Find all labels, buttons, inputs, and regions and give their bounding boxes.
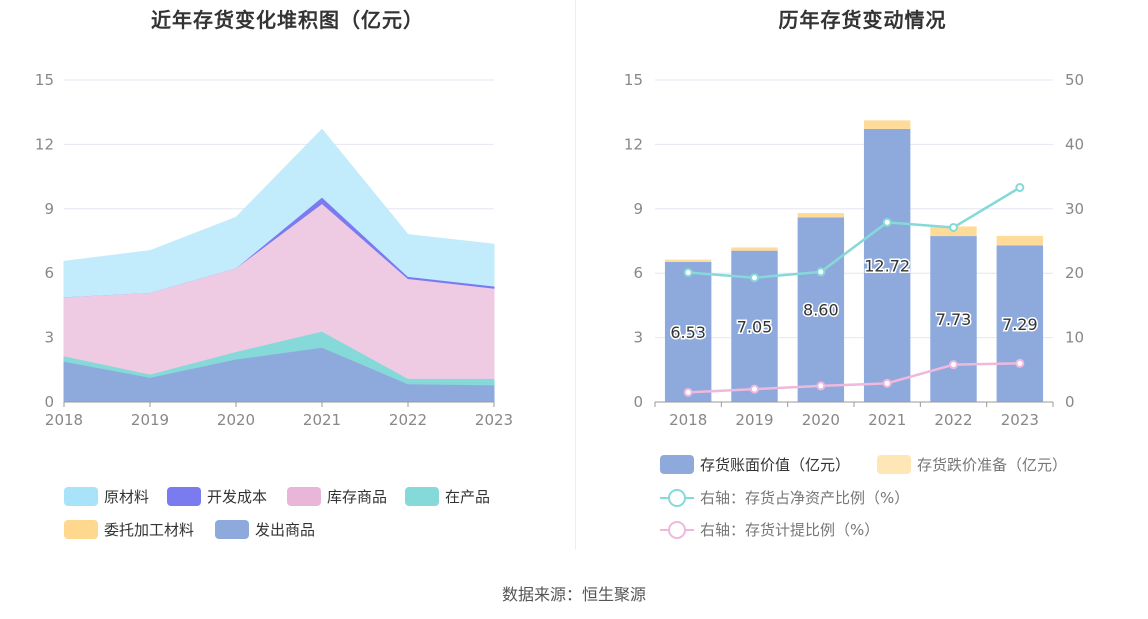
legend-item-开发成本: 开发成本 xyxy=(167,487,267,506)
y-right-tick-label: 0 xyxy=(1065,393,1075,411)
legend-label: 右轴：存货计提比例（%） xyxy=(700,521,879,539)
line-右轴：存货占净资产比例（%） xyxy=(688,186,1021,279)
legend-swatch xyxy=(877,455,911,474)
y-right-tick-label: 30 xyxy=(1065,200,1084,218)
x-tick-label: 2021 xyxy=(868,411,906,429)
legend-label: 存货跌价准备（亿元） xyxy=(917,456,1067,474)
line-point-2022 xyxy=(949,222,958,232)
bar-存货跌价准备（亿元）-2019 xyxy=(731,247,778,251)
line-point-2022 xyxy=(949,360,958,370)
legend-label: 原材料 xyxy=(104,488,149,506)
x-tick-label: 2022 xyxy=(934,411,972,429)
bar-存货账面价值（亿元）-2023 xyxy=(996,245,1044,402)
bar-value-label: 7.73 xyxy=(936,310,972,329)
legend-swatch xyxy=(64,487,98,506)
x-tick-label: 2023 xyxy=(475,411,513,429)
legend-swatch xyxy=(215,520,249,539)
line-point-2018 xyxy=(683,387,693,397)
legend-label: 右轴：存货占净资产比例（%） xyxy=(700,489,909,507)
legend-swatch xyxy=(167,487,201,506)
bar-存货跌价准备（亿元）-2018 xyxy=(664,259,712,262)
legend-item-存货跌价准备（亿元）: 存货跌价准备（亿元） xyxy=(877,455,1067,474)
x-tick-label: 2021 xyxy=(303,411,341,429)
bar-存货跌价准备（亿元）-2020 xyxy=(797,213,845,218)
line-point-2019 xyxy=(750,273,759,283)
legend-label: 在产品 xyxy=(445,488,490,506)
line-point-2021 xyxy=(882,217,892,227)
legend-swatch xyxy=(64,520,98,539)
y-tick-label: 15 xyxy=(35,71,54,89)
x-tick-label: 2019 xyxy=(735,411,773,429)
x-tick-label: 2022 xyxy=(389,411,427,429)
line-point-2020 xyxy=(816,267,826,277)
y-left-tick-label: 6 xyxy=(633,264,643,282)
y-right-tick-label: 50 xyxy=(1065,71,1084,89)
x-tick-label: 2020 xyxy=(217,411,255,429)
line-point-2023 xyxy=(1015,358,1025,368)
legend-label: 发出商品 xyxy=(255,521,315,539)
bar-value-label: 7.05 xyxy=(737,317,773,336)
legend-item-存货账面价值（亿元）: 存货账面价值（亿元） xyxy=(660,455,850,474)
panel-divider xyxy=(575,0,576,550)
y-tick-label: 9 xyxy=(44,200,54,218)
legend-item-委托加工材料: 委托加工材料 xyxy=(64,520,194,539)
y-left-tick-label: 15 xyxy=(624,71,643,89)
legend-swatch xyxy=(405,487,439,506)
stacked-area-chart: 0 3 6 9 12 15 2018 2019 2020 2021 2022 2023 原材料 开发成本 库… xyxy=(35,71,513,539)
line-point-2023 xyxy=(1015,183,1025,193)
legend-item-右轴：存货占净资产比例（%）: 右轴：存货占净资产比例（%） xyxy=(660,489,909,507)
y-right-tick-label: 10 xyxy=(1065,329,1084,347)
legend-label: 开发成本 xyxy=(207,488,267,506)
line-右轴：存货计提比例（%） xyxy=(688,362,1020,394)
bar-存货跌价准备（亿元）-2023 xyxy=(996,235,1044,246)
bar-value-label: 6.53 xyxy=(670,323,706,342)
legend-label: 库存商品 xyxy=(327,488,387,506)
bar-存货账面价值（亿元）-2018 xyxy=(664,261,712,402)
x-tick-label: 2023 xyxy=(1001,411,1039,429)
legend-label: 存货账面价值（亿元） xyxy=(700,456,850,474)
legend-item-在产品: 在产品 xyxy=(405,487,490,506)
bar-存货账面价值（亿元）-2020 xyxy=(797,217,845,402)
y-right-tick-label: 20 xyxy=(1065,264,1084,282)
line-point-2021 xyxy=(882,378,892,388)
x-tick-label: 2020 xyxy=(802,411,840,429)
right-chart-title: 历年存货变动情况 xyxy=(778,8,947,32)
legend-swatch-marker xyxy=(668,489,686,507)
bar-value-label: 12.72 xyxy=(864,256,910,275)
y-tick-label: 0 xyxy=(44,393,54,411)
x-tick-label: 2018 xyxy=(669,411,707,429)
bar-存货账面价值（亿元）-2022 xyxy=(930,236,977,402)
legend-label: 委托加工材料 xyxy=(104,521,194,539)
area-series-原材料 xyxy=(63,128,495,298)
left-chart-panel: 近年存货变化堆积图（亿元） 0 3 6 9 12 15 2018 2019 2020 2021 20… xyxy=(0,0,575,560)
y-left-tick-label: 0 xyxy=(633,393,643,411)
y-right-tick-label: 40 xyxy=(1065,135,1084,153)
line-point-2019 xyxy=(750,384,759,394)
y-tick-label: 12 xyxy=(35,135,54,153)
legend-item-发出商品: 发出商品 xyxy=(215,520,315,539)
bar-value-label: 8.60 xyxy=(803,301,839,320)
line-point-2020 xyxy=(816,381,826,391)
x-tick-label: 2018 xyxy=(45,411,83,429)
bar-存货账面价值（亿元）-2021 xyxy=(863,128,911,402)
line-point-2018 xyxy=(683,268,693,278)
y-left-tick-label: 3 xyxy=(633,329,643,347)
y-left-tick-label: 12 xyxy=(624,135,643,153)
y-tick-label: 3 xyxy=(44,329,54,347)
right-chart-panel: 历年存货变动情况 0 0 3 10 6 20 9 30 12 40 15 50 6.53 7.05 8.60… xyxy=(577,0,1148,560)
legend-swatch-marker xyxy=(668,521,686,539)
left-chart-title: 近年存货变化堆积图（亿元） xyxy=(151,8,424,32)
bar-line-combo-chart: 0 0 3 10 6 20 9 30 12 40 15 50 6.53 7.05 8.60 12.72 7.73… xyxy=(624,71,1084,539)
legend-item-库存商品: 库存商品 xyxy=(287,487,387,506)
x-tick-label: 2019 xyxy=(131,411,169,429)
bar-value-label: 7.29 xyxy=(1002,315,1038,334)
legend-item-原材料: 原材料 xyxy=(64,487,149,506)
y-left-tick-label: 9 xyxy=(633,200,643,218)
legend-swatch xyxy=(660,455,694,474)
bar-存货跌价准备（亿元）-2021 xyxy=(863,120,911,129)
data-source-note: 数据来源：恒生聚源 xyxy=(501,585,646,604)
legend-swatch xyxy=(287,487,321,506)
legend-item-右轴：存货计提比例（%）: 右轴：存货计提比例（%） xyxy=(660,521,879,539)
y-tick-label: 6 xyxy=(44,264,54,282)
